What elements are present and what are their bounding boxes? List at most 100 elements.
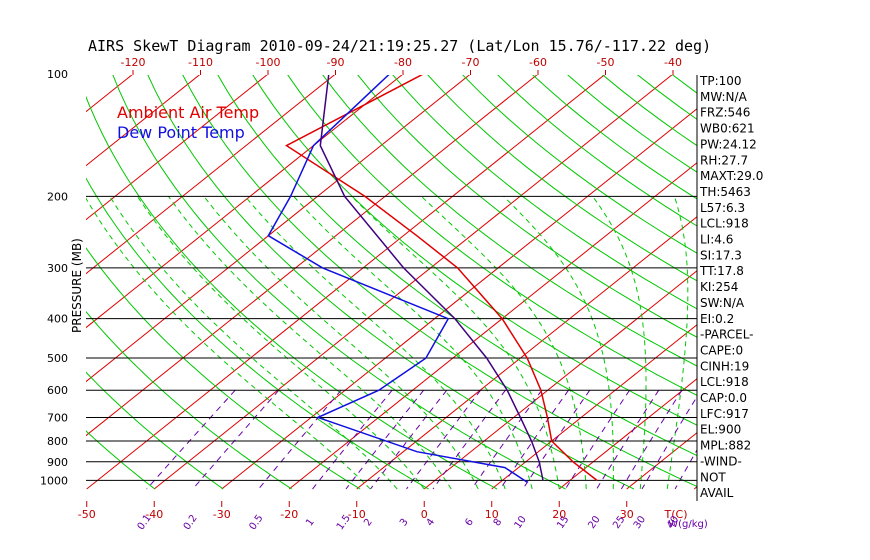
dry-adiabat-line [741,74,870,489]
dry-adiabat-line [252,75,697,426]
dry-adiabat-line [357,75,697,338]
pressure-tick-label: 100 [47,68,68,81]
dry-adiabat-line [147,75,635,490]
mixing-ratio-label: 8 [492,517,505,529]
pressure-tick-label: 500 [47,352,68,365]
dry-adiabat-line [287,75,697,396]
dry-adiabat-line [322,75,697,367]
legend-ambient-air-temp: Ambient Air Temp [117,103,259,122]
top-temperature-ticks: -120 -110 -100 -90 -80 -70 -60 -50 -40 [121,56,682,75]
moist-adiabat-line [167,196,452,490]
index-entry: L57:6.3 [700,201,745,215]
bottom-tick-label: 30 [620,508,634,521]
mixing-ratio-line [345,389,424,490]
index-entry: AVAIL [700,486,734,500]
mixing-ratio-line [596,389,660,490]
mixing-ratio-line [499,389,569,490]
mixing-ratio-line [641,395,697,490]
mixing-ratio-lines [146,389,697,490]
index-entry: FRZ:546 [700,106,750,120]
dry-adiabat-line [86,95,498,490]
index-entry: EI:0.2 [700,312,734,326]
moist-adiabat-line [86,197,371,490]
mixing-ratio-line [471,389,543,490]
mixing-ratio-line [620,389,683,490]
moist-adiabat-line [109,196,398,490]
profile-series [267,75,598,483]
top-tick-label: -70 [462,56,480,69]
pressure-tick-label: 800 [47,435,68,448]
dry-adiabat-line [182,75,697,488]
isotherm-line [86,75,201,167]
top-tick-label: -50 [597,56,615,69]
index-entry: LCL:918 [700,375,749,389]
isotherm-line [86,75,471,383]
mixing-ratio-line [258,389,342,490]
bottom-tick-label: 20 [552,508,566,521]
dry-adiabat-line [427,75,697,282]
index-entry: MAXT:29.0 [700,169,763,183]
isotherm-line [86,75,606,490]
bottom-tick-label: -40 [145,508,163,521]
moist-adiabat-line [244,195,506,490]
moist-adiabat-line [421,195,587,489]
dry-adiabat-lines [86,74,870,490]
pressure-tick-label: 1000 [40,474,68,487]
moist-adiabat-lines [86,195,689,490]
index-entry: RH:27.7 [700,153,748,167]
index-entry: SW:N/A [700,296,745,310]
index-entry: EL:900 [700,423,741,437]
mixing-ratio-label: 6 [463,517,476,529]
index-entry: SI:17.3 [700,248,742,262]
index-entry: CAPE:0 [700,343,743,357]
mixing-ratio-label: 0.5 [247,513,265,532]
top-tick-label: -120 [121,56,146,69]
mixing-ratio-label: 20 [586,514,602,531]
mixing-ratio-label: 2 [362,517,375,529]
mixing-ratio-line [312,389,393,490]
index-entry: PW:24.12 [700,137,757,151]
mixing-ratio-label: 0.2 [182,513,200,532]
index-entry: TT:17.8 [699,264,744,278]
index-entry: TH:5463 [699,185,751,199]
pressure-tick-label: 200 [47,190,68,203]
index-entry: LFC:917 [700,407,749,421]
isotherm-line [762,74,870,489]
mixing-ratio-line [146,389,236,490]
index-entry: -WIND- [700,454,742,468]
legend: Ambient Air Temp Dew Point Temp [117,103,259,142]
dry-adiabat-line [776,74,870,489]
dry-adiabat-line [462,75,697,254]
dry-adiabat-line [86,310,292,490]
dry-adiabat-line [86,430,156,490]
isotherm-line [829,74,870,489]
bottom-tick-label: -10 [348,508,366,521]
mixing-ratio-label: 4 [425,517,438,529]
dry-adiabat-line [392,75,697,310]
bottom-tick-label: 0 [421,508,428,521]
mixing-ratio-label: 30 [632,514,648,531]
ambient-temp-profile [285,75,598,481]
isotherm-line [86,75,538,437]
bottom-tick-label: -20 [280,508,298,521]
chart-title: AIRS SkewT Diagram 2010-09-24/21:19:25.2… [88,37,711,55]
dry-adiabat-line [86,177,429,490]
pressure-tick-label: 700 [47,411,68,424]
top-tick-label: -110 [188,56,213,69]
mixing-ratio-line [564,389,630,490]
isotherm-line [423,270,697,490]
isotherm-line [86,75,336,275]
top-tick-label: -40 [664,56,682,69]
top-tick-label: -80 [394,56,412,69]
index-entry: -PARCEL- [700,328,754,342]
top-tick-label: -100 [256,56,281,69]
dry-adiabat-line [217,75,697,457]
isotherm-line [86,75,268,221]
dewpoint-profile [267,75,528,483]
dry-adiabat-line [86,371,224,490]
index-entry: NOT [700,470,726,484]
dry-adiabat-line [636,75,697,120]
legend-dew-point-temp: Dew Point Temp [117,123,245,142]
